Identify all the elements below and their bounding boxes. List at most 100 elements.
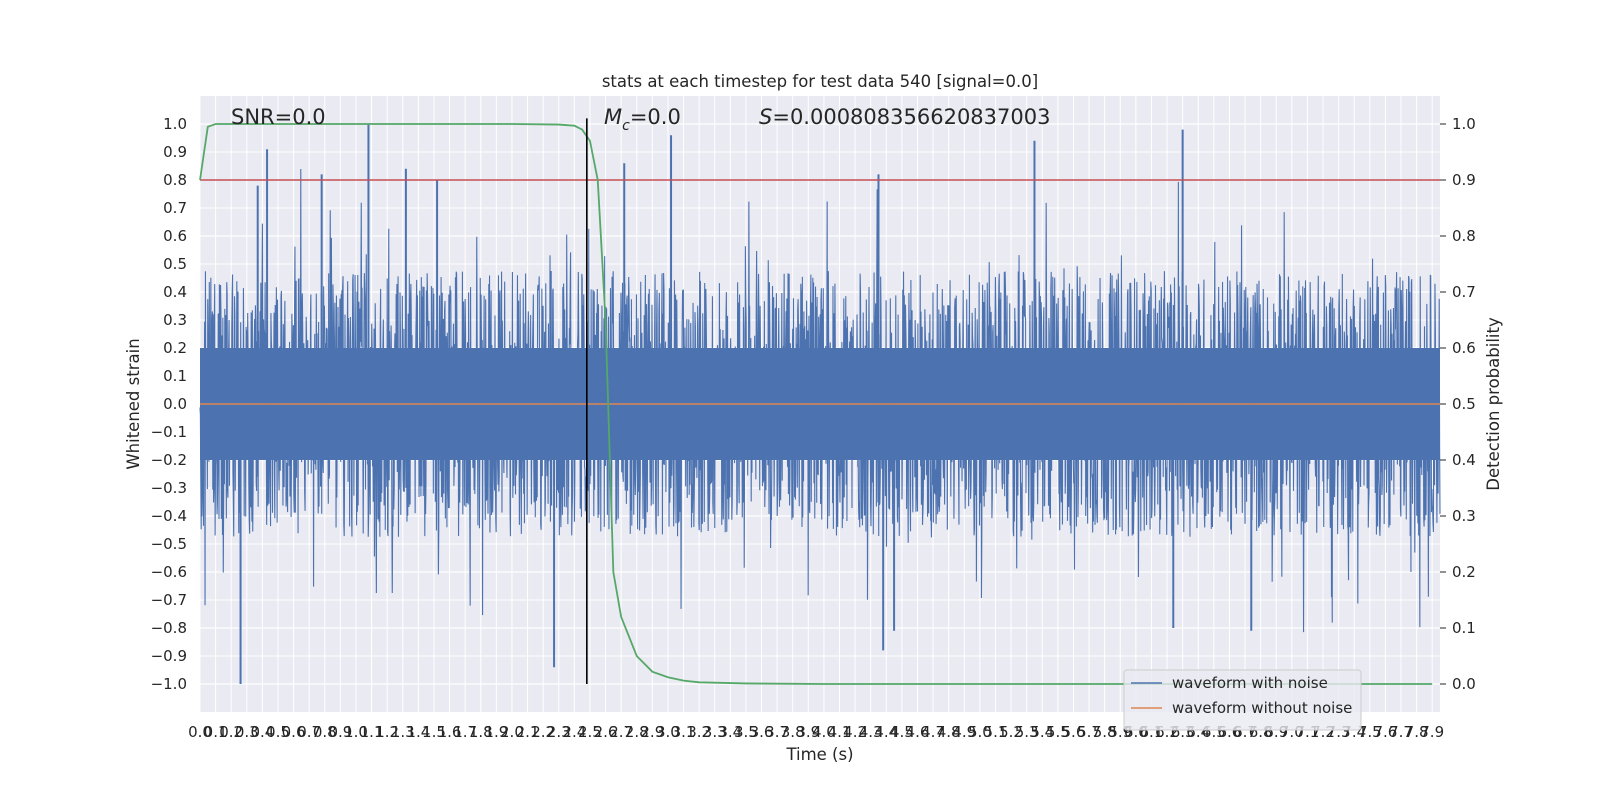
legend-box [1123,669,1362,731]
x-tick-label: 0.1 [204,723,228,741]
x-tick-label: 1.1 [360,723,384,741]
x-tick-label: 5.0 [968,723,992,741]
x-tick-label: 4.0 [812,723,836,741]
x-tick-label: 4.6 [906,723,930,741]
x-tick-label: 3.5 [734,723,758,741]
x-tick-label: 1.9 [484,723,508,741]
y2-tick-label: 0.2 [1452,563,1476,581]
x-tick-label: 0.4 [250,723,274,741]
s-symbol: S [759,105,772,129]
y-tick-label: −0.9 [151,647,187,665]
x-tick-label: 4.4 [874,723,898,741]
s-annotation: S=0.000808356620837003 [759,105,1050,129]
x-tick-label: 7.8 [1405,723,1429,741]
chart-title: stats at each timestep for test data 540… [602,72,1038,91]
y-tick-label: 0.6 [163,227,187,245]
y2-tick-label: 0.8 [1452,227,1476,245]
x-tick-label: 5.7 [1077,723,1101,741]
y2-axis-ticks: 0.0 0.1 0.2 0.3 0.4 0.5 0.6 0.7 0.8 0.9 1.0 [1440,115,1476,693]
y-tick-label: 0.0 [163,395,187,413]
y-tick-label: −0.2 [151,451,187,469]
y-axis-ticks: −1.0 −0.9 −0.8 −0.7 −0.6 −0.5 −0.4 −0.3 −0.2 −0.1… [151,115,187,693]
x-tick-label: 3.9 [796,723,820,741]
x-tick-label: 5.3 [1015,723,1039,741]
x-tick-label: 3.7 [765,723,789,741]
x-tick-label: 3.3 [703,723,727,741]
plot-area-group [199,96,1441,712]
x-tick-label: 2.7 [609,723,633,741]
legend: waveform with noise waveform without noi… [1123,669,1362,731]
y-tick-label: −0.7 [151,591,187,609]
x-tick-label: 4.7 [921,723,945,741]
y-tick-label: 0.1 [163,367,187,385]
x-tick-label: 5.1 [984,723,1008,741]
legend-label-waveform-without-noise: waveform without noise [1172,699,1352,717]
y-tick-label: −0.4 [151,507,187,525]
x-tick-label: 2.9 [640,723,664,741]
x-tick-label: 3.0 [656,723,680,741]
x-tick-label: 5.5 [1046,723,1070,741]
y-tick-label: 0.3 [163,311,187,329]
y-tick-label: 0.9 [163,143,187,161]
x-tick-label: 1.8 [469,723,493,741]
y2-tick-label: 0.7 [1452,283,1476,301]
y2-axis-label: Detection probability [1484,317,1503,491]
x-tick-label: 3.1 [672,723,696,741]
x-tick-label: 7.5 [1358,723,1382,741]
x-tick-label: 2.0 [500,723,524,741]
x-tick-label: 0.0 [188,723,212,741]
x-tick-label: 0.2 [219,723,243,741]
x-tick-label: 0.6 [282,723,306,741]
x-tick-label: 4.9 [952,723,976,741]
x-tick-label: 3.4 [718,723,742,741]
y-tick-label: 0.5 [163,255,187,273]
x-tick-label: 5.2 [999,723,1023,741]
y-tick-label: −0.1 [151,423,187,441]
x-tick-label: 7.9 [1420,723,1444,741]
y2-tick-label: 0.1 [1452,619,1476,637]
x-tick-label: 2.2 [531,723,555,741]
y-tick-label: −0.6 [151,563,187,581]
x-tick-label: 0.9 [328,723,352,741]
y2-tick-label: 0.5 [1452,395,1476,413]
y-tick-label: 1.0 [163,115,187,133]
x-tick-label: 0.7 [297,723,321,741]
x-tick-label: 1.5 [422,723,446,741]
x-tick-label: 1.3 [391,723,415,741]
x-tick-label: 5.8 [1093,723,1117,741]
x-tick-label: 5.4 [1030,723,1054,741]
x-tick-label: 5.6 [1062,723,1086,741]
y2-tick-label: 0.0 [1452,675,1476,693]
detection-probability-series [199,123,1433,685]
x-tick-label: 1.6 [438,723,462,741]
x-tick-label: 3.6 [750,723,774,741]
y2-tick-label: 0.3 [1452,507,1476,525]
chirp-mass-value: =0.0 [630,105,681,129]
x-tick-label: 2.5 [578,723,602,741]
x-tick-label: 2.3 [547,723,571,741]
y-tick-label: 0.2 [163,339,187,357]
chirp-mass-subscript: c [622,118,630,134]
probability-curve [199,123,1433,685]
x-tick-label: 4.3 [859,723,883,741]
y2-tick-label: 1.0 [1452,115,1476,133]
x-tick-label: 0.5 [266,723,290,741]
x-tick-label: 7.6 [1373,723,1397,741]
chirp-mass-annotation: Mc=0.0 [604,105,681,134]
x-tick-label: 4.2 [843,723,867,741]
x-tick-label: 3.2 [687,723,711,741]
x-tick-label: 1.4 [406,723,430,741]
x-tick-label: 3.8 [781,723,805,741]
legend-label-waveform-with-noise: waveform with noise [1172,674,1328,692]
x-tick-label: 1.0 [344,723,368,741]
x-tick-label: 4.8 [937,723,961,741]
y-tick-label: −0.8 [151,619,187,637]
y2-tick-label: 0.6 [1452,339,1476,357]
y-tick-label: −0.3 [151,479,187,497]
x-tick-label: 2.4 [562,723,586,741]
y2-tick-label: 0.9 [1452,171,1476,189]
x-tick-label: 1.7 [453,723,477,741]
x-tick-label: 2.6 [594,723,618,741]
chirp-mass-symbol: M [604,105,622,129]
